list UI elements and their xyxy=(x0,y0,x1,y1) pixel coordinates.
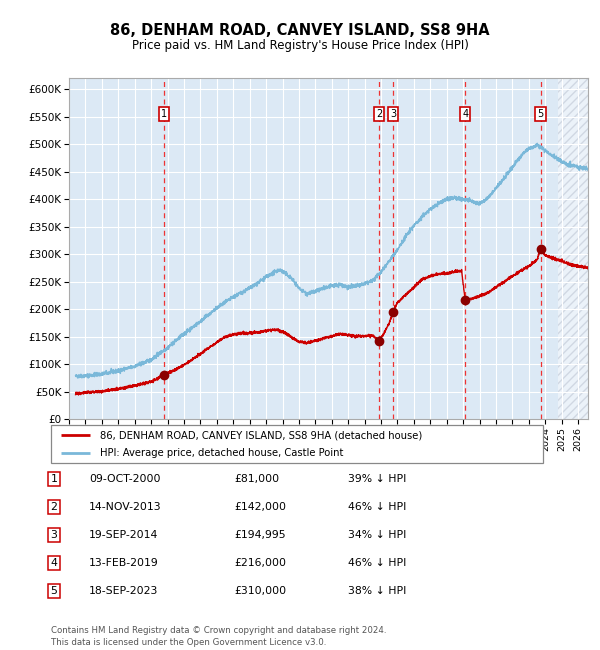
Text: Price paid vs. HM Land Registry's House Price Index (HPI): Price paid vs. HM Land Registry's House … xyxy=(131,39,469,52)
Text: 1: 1 xyxy=(50,474,58,484)
Text: 14-NOV-2013: 14-NOV-2013 xyxy=(89,502,161,512)
Text: 38% ↓ HPI: 38% ↓ HPI xyxy=(348,586,406,596)
Text: 5: 5 xyxy=(50,586,58,596)
Text: £216,000: £216,000 xyxy=(234,558,286,568)
Text: 86, DENHAM ROAD, CANVEY ISLAND, SS8 9HA: 86, DENHAM ROAD, CANVEY ISLAND, SS8 9HA xyxy=(110,23,490,38)
Text: HPI: Average price, detached house, Castle Point: HPI: Average price, detached house, Cast… xyxy=(100,448,344,458)
Text: 09-OCT-2000: 09-OCT-2000 xyxy=(89,474,160,484)
Text: 1: 1 xyxy=(161,109,167,119)
Text: £194,995: £194,995 xyxy=(234,530,286,540)
Text: £81,000: £81,000 xyxy=(234,474,279,484)
Text: 39% ↓ HPI: 39% ↓ HPI xyxy=(348,474,406,484)
Text: 34% ↓ HPI: 34% ↓ HPI xyxy=(348,530,406,540)
Text: 3: 3 xyxy=(390,109,396,119)
Text: 2: 2 xyxy=(376,109,382,119)
Text: 2: 2 xyxy=(50,502,58,512)
Text: 86, DENHAM ROAD, CANVEY ISLAND, SS8 9HA (detached house): 86, DENHAM ROAD, CANVEY ISLAND, SS8 9HA … xyxy=(100,430,422,440)
Text: 4: 4 xyxy=(462,109,468,119)
Text: 13-FEB-2019: 13-FEB-2019 xyxy=(89,558,158,568)
Text: 3: 3 xyxy=(50,530,58,540)
Text: 46% ↓ HPI: 46% ↓ HPI xyxy=(348,558,406,568)
Text: Contains HM Land Registry data © Crown copyright and database right 2024.
This d: Contains HM Land Registry data © Crown c… xyxy=(51,626,386,647)
Text: 4: 4 xyxy=(50,558,58,568)
Text: £310,000: £310,000 xyxy=(234,586,286,596)
Text: 19-SEP-2014: 19-SEP-2014 xyxy=(89,530,158,540)
Text: 5: 5 xyxy=(538,109,544,119)
Text: 18-SEP-2023: 18-SEP-2023 xyxy=(89,586,158,596)
Text: 46% ↓ HPI: 46% ↓ HPI xyxy=(348,502,406,512)
Text: £142,000: £142,000 xyxy=(234,502,286,512)
